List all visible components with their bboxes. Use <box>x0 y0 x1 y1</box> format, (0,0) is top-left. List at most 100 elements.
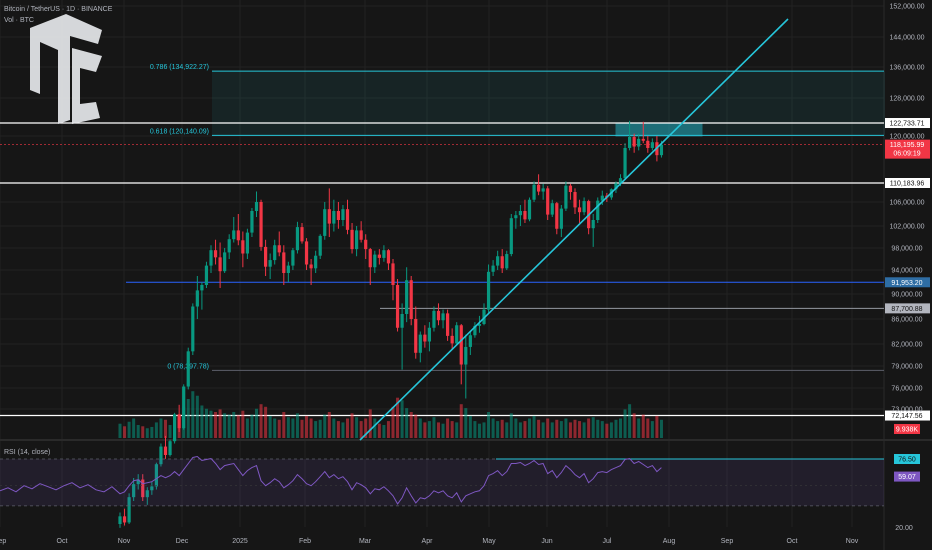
candle-body <box>254 202 259 211</box>
candle-body <box>182 386 186 429</box>
candle-body <box>318 235 322 256</box>
volume-bar <box>591 417 595 438</box>
candle-body <box>204 265 209 285</box>
level-badge-label: 87,700.88 <box>891 306 922 313</box>
time-tick-label: Apr <box>422 538 434 545</box>
candle-body <box>459 325 463 365</box>
time-tick-label: Dec <box>176 538 189 545</box>
candle-body <box>432 310 436 328</box>
volume-bar <box>446 418 450 438</box>
volume-bar <box>477 423 481 438</box>
candle-body <box>250 211 254 233</box>
volume-bar <box>555 419 559 438</box>
candle-body <box>409 280 413 319</box>
level-badge-label: 122,733.71 <box>889 121 924 128</box>
volume-bar <box>505 422 509 438</box>
volume-bar <box>587 418 591 438</box>
volume-bar <box>227 414 231 438</box>
candle-body <box>227 239 231 253</box>
time-tick-label: Sep <box>721 538 734 545</box>
rsi-title[interactable]: RSI (14, close) <box>4 449 51 456</box>
price-tick-label: 152,000.00 <box>889 4 924 11</box>
volume-bar <box>459 404 463 438</box>
symbol-title[interactable]: Bitcoin / TetherUS · 1D · BINANCE <box>4 6 113 13</box>
volume-bar <box>386 421 390 438</box>
candle-body <box>300 227 304 242</box>
candle-body <box>509 218 513 255</box>
trendline[interactable] <box>359 18 789 441</box>
volume-bar <box>286 417 290 438</box>
candle-body <box>355 230 359 250</box>
volume-bar <box>200 405 204 438</box>
candle-body <box>132 484 136 498</box>
candle-body <box>591 220 595 229</box>
volume-bar <box>396 397 400 438</box>
fib-label: 0.618 (120,140.09) <box>150 128 209 135</box>
level-badge <box>885 178 930 189</box>
price-tick-label: 90,000.00 <box>891 292 922 299</box>
volume-bar <box>628 404 632 438</box>
price-tick-label: 79,000.00 <box>891 364 922 371</box>
candle-body <box>236 230 240 241</box>
candle-body <box>482 309 486 324</box>
price-tick-label: 144,000.00 <box>889 35 924 42</box>
level-badge <box>885 118 930 129</box>
volume-bar <box>659 419 663 438</box>
volume-bar <box>377 423 381 438</box>
volume-bar <box>414 414 418 438</box>
ascending-trendline[interactable] <box>359 18 789 441</box>
candle-body <box>191 306 195 352</box>
volume-bar <box>336 421 340 438</box>
candle-body <box>596 200 600 220</box>
volume-bar <box>468 415 472 438</box>
candle-body <box>518 211 522 216</box>
volume-bar <box>164 419 167 438</box>
candle-body <box>527 199 532 220</box>
volume-bar <box>186 399 190 438</box>
volume-bar <box>232 412 236 438</box>
candle-body <box>200 285 204 291</box>
volume-badge-label: 9.938K <box>896 427 919 434</box>
volume-bar <box>318 419 322 438</box>
volume-bar <box>455 422 459 438</box>
candle-body <box>391 263 395 285</box>
price-axis[interactable]: 152,000.00 144,000.00 136,000.00 128,000.00… <box>889 4 924 414</box>
time-tick-label: Aug <box>663 538 676 545</box>
volume-bar <box>268 415 272 438</box>
candle-body <box>423 334 427 342</box>
volume-bar <box>500 419 504 438</box>
volume-bar <box>487 412 491 438</box>
level-badge-label: 72,147.56 <box>891 413 922 420</box>
candle-body <box>441 313 445 321</box>
volume-bar <box>491 418 495 438</box>
candle-body <box>541 188 545 192</box>
candle-body <box>309 264 313 269</box>
volume-bar <box>209 410 213 438</box>
volume-bar <box>127 421 131 438</box>
time-tick-label: Sep <box>0 538 6 545</box>
volume-bar <box>632 413 636 438</box>
volume-bar <box>546 418 550 438</box>
candle-body <box>145 490 149 498</box>
volume-bar <box>168 425 172 438</box>
candle-body <box>245 232 249 254</box>
time-axis[interactable]: Sep Oct Nov Dec 2025 Feb Mar Apr May Jun Jul Aug Sep… <box>0 538 859 545</box>
volume-bar <box>136 425 140 438</box>
candle-body <box>546 188 550 215</box>
volume-bar <box>141 426 145 438</box>
volume-bar <box>564 418 568 438</box>
candle-body <box>304 241 309 265</box>
volume-bar <box>346 418 349 438</box>
volume-bar <box>619 418 622 438</box>
volume-bar <box>123 426 127 438</box>
candle-body <box>141 479 145 498</box>
candle-body <box>345 209 350 230</box>
candle-body <box>286 265 290 273</box>
time-tick-label: Mar <box>359 538 372 545</box>
price-tick-label: 128,000.00 <box>889 96 924 103</box>
candle-body <box>477 324 482 326</box>
volume-bar <box>355 417 359 438</box>
